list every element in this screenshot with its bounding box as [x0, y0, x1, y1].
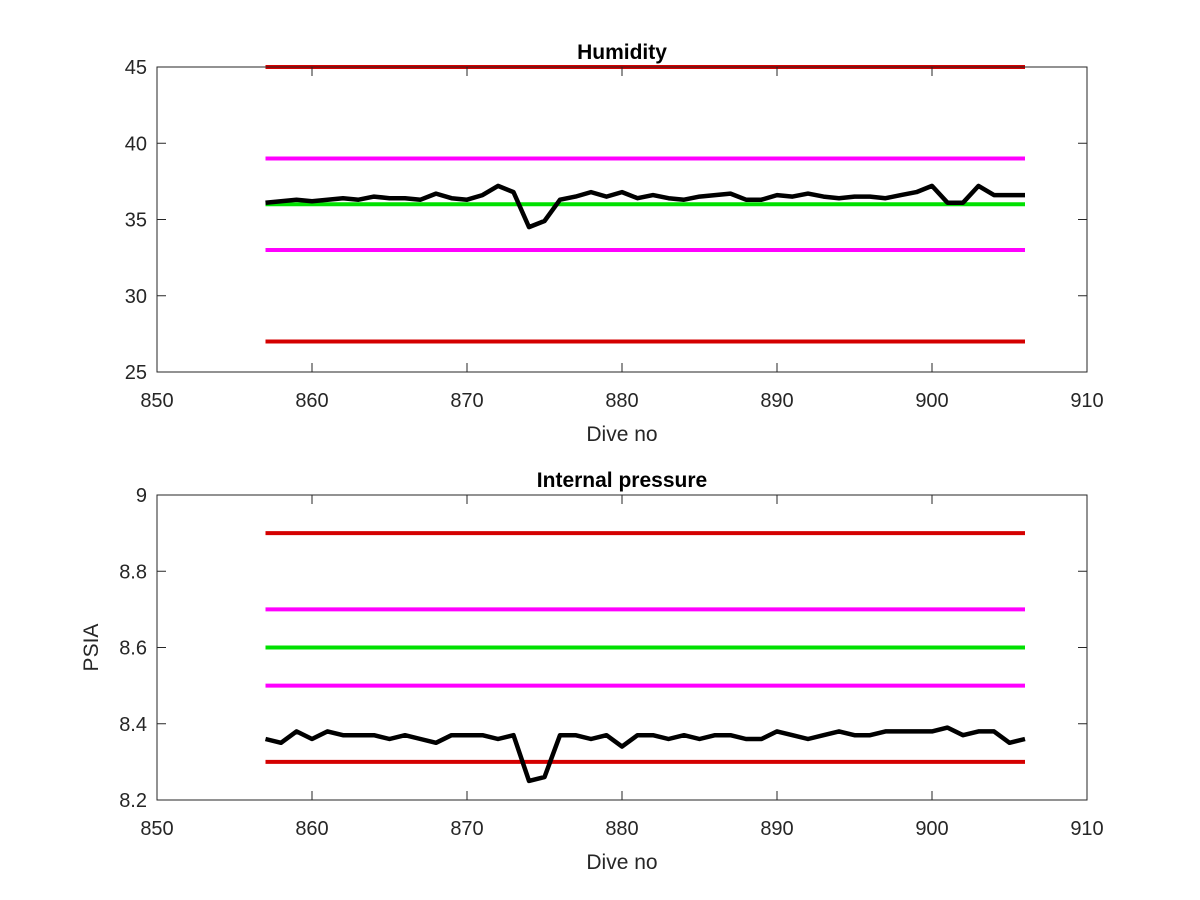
humidity-y-tick-label: 30 [125, 286, 147, 308]
humidity-x-axis-label: Dive no [586, 423, 657, 446]
humidity-x-tick-label: 870 [450, 390, 483, 412]
humidity-axes-frame [156, 66, 1088, 373]
humidity-y-tick-label: 40 [125, 133, 147, 155]
internal-pressure-panel: 850 860 870 880 890 900 910 8.2 8.4 8.6 8.8 9 Intern… [80, 469, 1104, 874]
humidity-x-tick-label: 850 [140, 390, 173, 412]
pressure-x-tick-label: 910 [1070, 818, 1103, 840]
humidity-x-tick-label: 890 [760, 390, 793, 412]
humidity-x-tick-label: 860 [295, 390, 328, 412]
pressure-x-tick-label: 850 [140, 818, 173, 840]
humidity-x-tick-label: 900 [915, 390, 948, 412]
pressure-y-tick-label: 9 [136, 485, 147, 507]
pressure-series-line-5 [264, 725, 1026, 784]
humidity-y-tick-label: 45 [125, 57, 147, 79]
pressure-x-axis-label: Dive no [586, 851, 657, 874]
humidity-y-tick-label: 35 [125, 210, 147, 232]
pressure-x-tick-label: 860 [295, 818, 328, 840]
humidity-chart-title: Humidity [577, 41, 667, 64]
humidity-y-tick-label: 25 [125, 362, 147, 384]
pressure-x-tick-label: 880 [605, 818, 638, 840]
pressure-x-tick-label: 870 [450, 818, 483, 840]
pressure-chart-title: Internal pressure [537, 469, 707, 492]
pressure-y-tick-label: 8.8 [119, 561, 147, 583]
pressure-y-tick-label: 8.4 [119, 714, 147, 736]
humidity-x-tick-label: 880 [605, 390, 638, 412]
humidity-panel: 850 860 870 880 890 900 910 25 30 35 40 45 Humidity D… [125, 41, 1104, 446]
humidity-x-tick-label: 910 [1070, 390, 1103, 412]
humidity-series-line-5 [265, 183, 1025, 230]
pressure-y-tick-label: 8.2 [119, 790, 147, 812]
pressure-y-axis-label: PSIA [80, 624, 103, 672]
pressure-x-tick-label: 890 [760, 818, 793, 840]
pressure-x-tick-label: 900 [915, 818, 948, 840]
pressure-y-tick-label: 8.6 [119, 638, 147, 660]
